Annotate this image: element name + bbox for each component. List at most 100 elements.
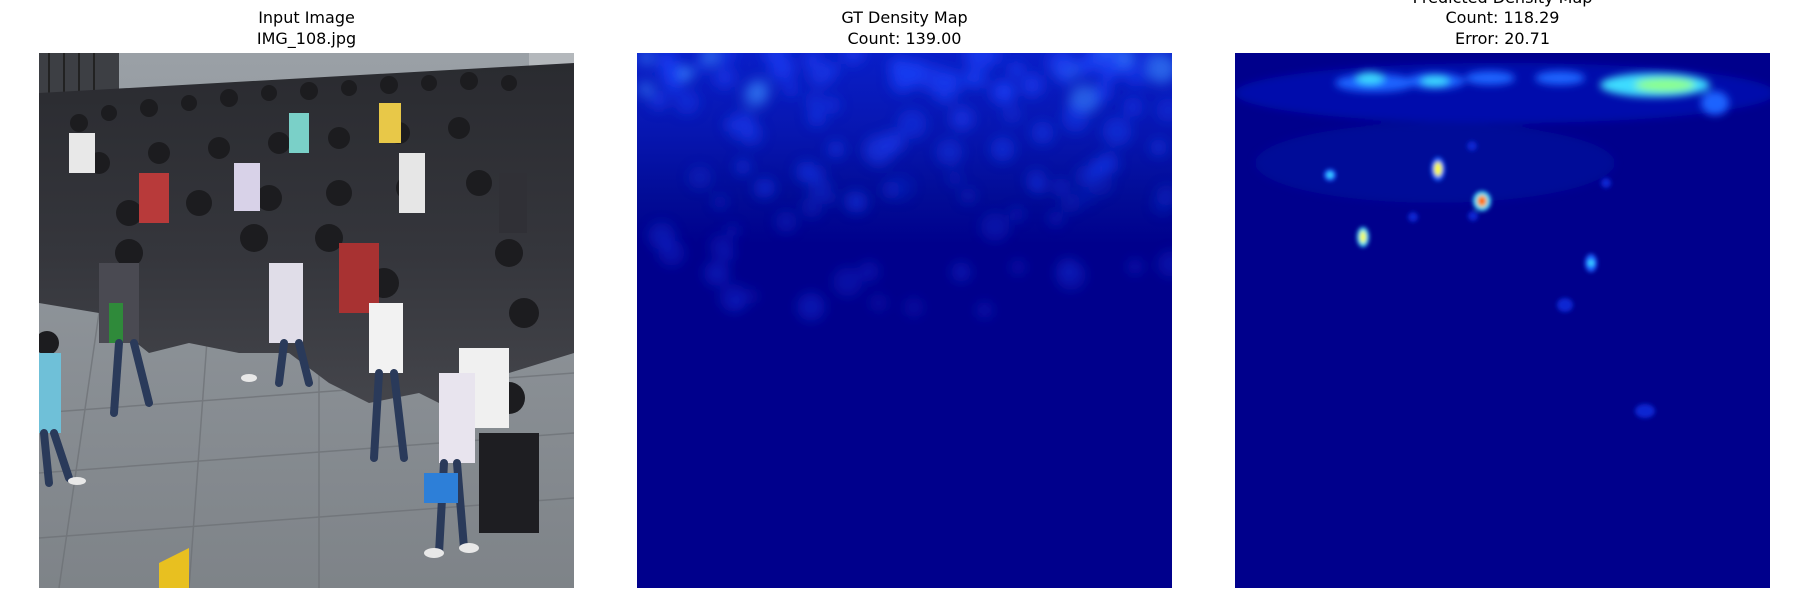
density-blob <box>1061 105 1089 133</box>
density-blob <box>1157 250 1172 278</box>
density-blob <box>970 70 989 89</box>
density-blob <box>960 187 977 204</box>
density-blob <box>1075 187 1095 207</box>
density-blob <box>721 53 737 61</box>
density-blob <box>721 248 735 262</box>
density-blob <box>947 171 963 186</box>
density-blob <box>648 222 676 250</box>
input-image-panel: Input Image IMG_108.jpg <box>39 0 574 600</box>
density-blob <box>807 107 827 127</box>
density-blob <box>769 55 796 82</box>
density-blob <box>1026 168 1047 190</box>
density-blob <box>659 61 685 88</box>
density-blob <box>808 61 834 88</box>
density-blob <box>743 288 759 304</box>
density-blob <box>903 297 924 318</box>
density-blob <box>827 140 845 158</box>
density-blob <box>1156 98 1172 123</box>
density-blob <box>712 194 727 210</box>
density-blob <box>1093 83 1112 102</box>
density-blob <box>934 80 959 105</box>
density-blob <box>823 96 841 114</box>
density-blob <box>1122 61 1137 76</box>
density-blob <box>980 212 1010 242</box>
density-blob <box>797 292 825 321</box>
density-blob <box>1098 66 1117 85</box>
input-image-title: Input Image <box>258 8 355 27</box>
density-blob <box>740 123 764 147</box>
gt-density-heatmap <box>637 53 1172 588</box>
density-blob <box>889 56 910 78</box>
density-blob <box>742 84 767 109</box>
density-blob <box>637 53 654 66</box>
density-blob <box>1031 121 1054 145</box>
density-blob <box>752 178 774 199</box>
density-blob <box>950 106 974 131</box>
density-blob <box>1102 117 1132 147</box>
density-blob <box>1008 62 1024 77</box>
density-blob <box>1122 97 1143 118</box>
density-blob <box>990 136 1015 162</box>
density-blob <box>841 53 865 65</box>
density-blob <box>724 117 739 132</box>
density-blob <box>1075 58 1093 76</box>
density-blob <box>1087 171 1113 196</box>
density-blob <box>726 224 740 238</box>
predicted-density-map <box>1235 53 1770 588</box>
density-blob <box>1002 104 1022 124</box>
density-blob <box>674 89 700 115</box>
density-blob <box>1060 193 1081 213</box>
density-blob <box>869 293 888 312</box>
density-blob <box>935 138 963 166</box>
density-blob <box>897 109 927 139</box>
density-blob <box>964 53 995 71</box>
density-blob <box>801 197 823 218</box>
input-image <box>39 53 574 588</box>
predicted-density-panel: Predicted Density Map Count: 118.29 Erro… <box>1235 0 1770 600</box>
density-blob <box>1010 259 1026 275</box>
density-blob <box>1020 73 1044 97</box>
density-blob <box>1085 53 1103 62</box>
density-blob <box>858 261 880 282</box>
predicted-density-error: Error: 20.71 <box>1455 29 1550 48</box>
density-blob <box>843 190 866 213</box>
gt-density-title: GT Density Map <box>841 8 968 27</box>
density-blob <box>693 59 709 75</box>
density-blob <box>1150 139 1168 156</box>
crowd-photo <box>39 53 574 588</box>
density-blob <box>782 80 800 98</box>
density-blob <box>1009 206 1025 222</box>
density-blob <box>713 66 736 89</box>
density-blob <box>679 66 693 81</box>
density-blob <box>775 211 797 233</box>
density-blob <box>951 262 972 282</box>
predicted-density-count: Count: 118.29 <box>1445 8 1560 27</box>
density-blob <box>1055 257 1080 281</box>
density-blob <box>881 180 900 199</box>
density-blob <box>704 260 730 286</box>
input-image-filename: IMG_108.jpg <box>256 29 357 48</box>
density-blob <box>1058 70 1071 84</box>
density-blob <box>1139 53 1155 62</box>
density-blob <box>999 82 1014 97</box>
density-blob <box>804 92 825 112</box>
density-blob <box>1048 210 1064 227</box>
density-blob <box>808 177 832 201</box>
density-blob <box>1057 53 1076 71</box>
gt-density-map <box>637 53 1172 588</box>
density-blob <box>795 161 818 183</box>
density-blob <box>637 81 654 97</box>
density-blob <box>881 130 905 154</box>
predicted-density-title: Predicted Density Map <box>1235 0 1770 8</box>
density-blob <box>735 159 751 175</box>
density-blob <box>649 90 669 110</box>
density-blob <box>1146 53 1172 84</box>
density-blob <box>1156 184 1172 206</box>
density-blob <box>832 267 863 297</box>
density-blob <box>1051 177 1071 197</box>
density-blob <box>1098 53 1123 68</box>
density-blob <box>1097 152 1119 175</box>
predicted-density-heatmap <box>1235 53 1770 588</box>
gt-density-panel: GT Density Map Count: 139.00 <box>637 0 1172 600</box>
